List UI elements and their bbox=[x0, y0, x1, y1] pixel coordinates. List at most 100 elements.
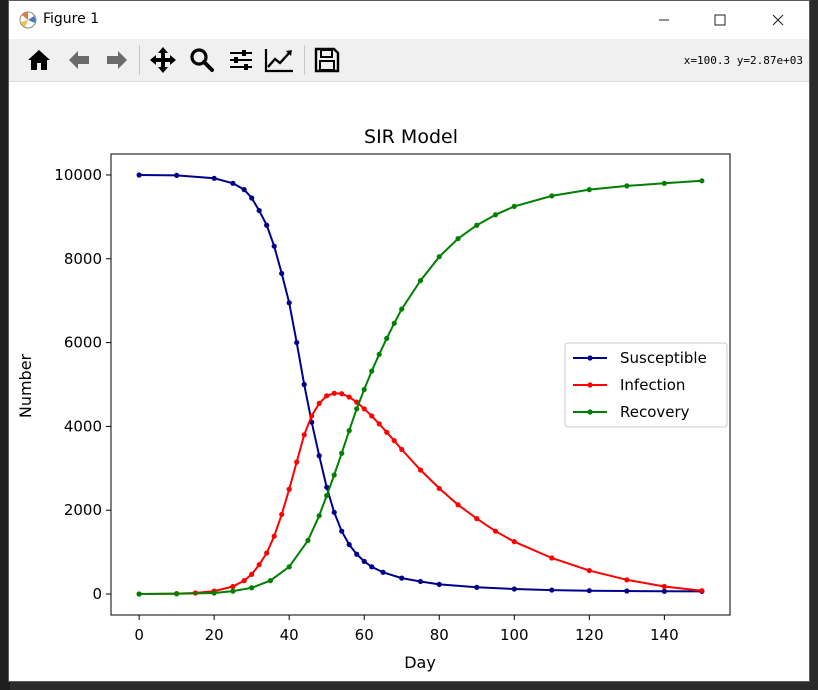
y-tick-label: 0 bbox=[92, 585, 102, 603]
data-point-recovery bbox=[346, 428, 352, 434]
data-point-susceptible bbox=[324, 484, 330, 490]
data-point-infection bbox=[230, 583, 236, 590]
data-point-susceptible bbox=[174, 172, 180, 178]
x-axis-label: Day bbox=[404, 653, 436, 672]
data-point-infection bbox=[549, 555, 555, 561]
data-point-infection bbox=[361, 406, 367, 412]
chart-title: SIR Model bbox=[364, 126, 458, 148]
data-point-infection bbox=[586, 567, 592, 574]
data-point-recovery bbox=[316, 513, 322, 519]
figure-window: Figure 1 bbox=[8, 0, 810, 682]
data-point-infection bbox=[346, 394, 352, 400]
maximize-icon bbox=[714, 14, 726, 26]
data-point-susceptible bbox=[286, 300, 292, 306]
y-tick-label: 8000 bbox=[64, 250, 102, 268]
close-icon bbox=[772, 14, 784, 26]
data-point-infection bbox=[309, 413, 315, 419]
data-point-recovery bbox=[511, 203, 517, 209]
edit-axes-icon bbox=[264, 49, 293, 73]
legend-box bbox=[564, 342, 728, 428]
close-button[interactable] bbox=[755, 1, 801, 39]
zoom-icon bbox=[190, 48, 214, 72]
data-point-susceptible bbox=[369, 564, 375, 570]
x-tick-label: 80 bbox=[430, 626, 449, 644]
legend-label: Susceptible bbox=[620, 349, 707, 367]
data-point-recovery bbox=[492, 212, 499, 218]
data-point-infection bbox=[286, 486, 292, 492]
data-point-recovery bbox=[174, 591, 180, 597]
data-point-susceptible bbox=[399, 575, 405, 581]
data-point-infection bbox=[511, 539, 517, 545]
data-point-susceptible bbox=[264, 222, 270, 228]
data-point-infection bbox=[384, 429, 390, 435]
data-point-recovery bbox=[474, 222, 480, 228]
forward-arrow-icon bbox=[107, 51, 127, 69]
matplotlib-logo-icon bbox=[19, 11, 37, 29]
back-button[interactable] bbox=[63, 44, 95, 76]
data-point-recovery bbox=[624, 183, 630, 189]
data-point-recovery bbox=[324, 492, 330, 499]
legend-label: Recovery bbox=[620, 403, 690, 421]
data-point-recovery bbox=[369, 368, 375, 374]
data-point-recovery bbox=[267, 578, 274, 584]
data-point-infection bbox=[624, 577, 630, 583]
subplots-icon bbox=[230, 50, 252, 70]
y-axis-label: Number bbox=[16, 353, 35, 418]
data-point-susceptible bbox=[331, 509, 337, 515]
title-bar: Figure 1 bbox=[9, 1, 809, 39]
data-point-susceptible bbox=[511, 586, 517, 592]
data-point-recovery bbox=[339, 450, 345, 456]
y-tick-label: 2000 bbox=[64, 501, 102, 519]
forward-button[interactable] bbox=[101, 44, 133, 76]
x-tick-label: 40 bbox=[280, 626, 299, 644]
minimize-button[interactable] bbox=[641, 1, 687, 39]
data-point-recovery bbox=[417, 277, 424, 284]
data-point-susceptible bbox=[249, 195, 255, 201]
home-button[interactable] bbox=[23, 44, 55, 76]
minimize-icon bbox=[659, 19, 669, 21]
y-tick-label: 4000 bbox=[64, 417, 102, 435]
data-point-infection bbox=[241, 578, 247, 584]
data-point-recovery bbox=[661, 180, 667, 186]
data-point-susceptible bbox=[586, 588, 592, 594]
legend-label: Infection bbox=[620, 376, 685, 394]
legend-swatch-marker bbox=[587, 409, 593, 415]
data-point-infection bbox=[294, 459, 300, 465]
pan-icon bbox=[150, 47, 176, 73]
y-tick-label: 10000 bbox=[54, 166, 102, 184]
x-tick-label: 0 bbox=[134, 626, 144, 644]
data-point-susceptible bbox=[241, 187, 247, 193]
data-point-susceptible bbox=[361, 558, 367, 564]
maximize-button[interactable] bbox=[697, 1, 743, 39]
toolbar-separator bbox=[139, 45, 140, 75]
data-point-recovery bbox=[436, 254, 442, 260]
data-point-recovery bbox=[586, 187, 592, 193]
y-tick-label: 6000 bbox=[64, 334, 102, 352]
window-title: Figure 1 bbox=[43, 11, 100, 27]
pan-button[interactable] bbox=[147, 44, 179, 76]
data-point-susceptible bbox=[417, 578, 424, 585]
data-point-susceptible bbox=[380, 569, 386, 575]
subplots-button[interactable] bbox=[225, 44, 257, 76]
data-point-recovery bbox=[399, 306, 405, 312]
data-point-susceptible bbox=[294, 339, 300, 346]
data-point-susceptible bbox=[316, 453, 322, 459]
data-point-susceptible bbox=[661, 588, 667, 594]
data-point-recovery bbox=[136, 591, 142, 597]
legend-swatch-marker bbox=[587, 355, 593, 361]
data-point-infection bbox=[271, 533, 277, 539]
zoom-button[interactable] bbox=[186, 44, 218, 76]
data-point-susceptible bbox=[230, 180, 236, 186]
data-point-infection bbox=[417, 467, 424, 473]
data-point-recovery bbox=[249, 585, 255, 591]
save-button[interactable] bbox=[311, 44, 343, 76]
data-point-susceptible bbox=[549, 587, 555, 593]
x-tick-label: 100 bbox=[500, 626, 529, 644]
data-point-infection bbox=[391, 438, 397, 444]
data-point-recovery bbox=[361, 386, 367, 393]
data-point-susceptible bbox=[474, 584, 480, 590]
data-point-recovery bbox=[230, 588, 236, 594]
data-point-susceptible bbox=[256, 207, 262, 214]
data-point-infection bbox=[301, 432, 307, 438]
edit-axes-button[interactable] bbox=[263, 44, 295, 76]
